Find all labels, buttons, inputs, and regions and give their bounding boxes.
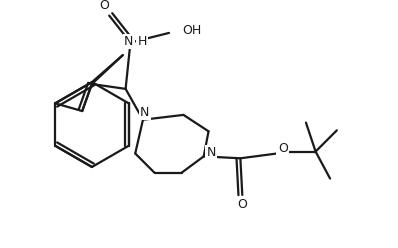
Text: N: N xyxy=(207,146,216,159)
Text: O: O xyxy=(100,0,109,12)
Text: N: N xyxy=(124,35,133,48)
Text: H: H xyxy=(137,35,147,48)
Text: O: O xyxy=(278,142,288,155)
Text: OH: OH xyxy=(183,24,202,36)
Text: N: N xyxy=(140,105,150,119)
Text: O: O xyxy=(237,198,247,211)
